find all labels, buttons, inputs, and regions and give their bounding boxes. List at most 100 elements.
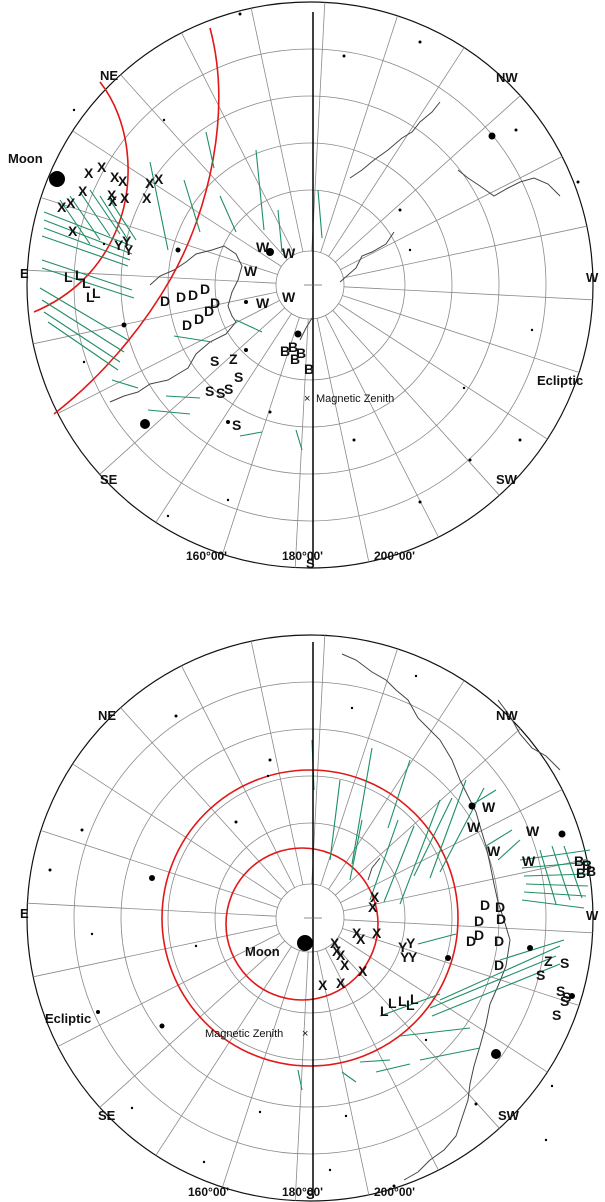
meteor-code-label: X bbox=[120, 190, 130, 206]
meteor-code-label: S bbox=[562, 989, 571, 1005]
direction-w-label: W bbox=[586, 908, 599, 923]
direction-s-label: S bbox=[306, 1187, 315, 1202]
meteor-code-label: X bbox=[145, 175, 155, 191]
azimuth-line bbox=[57, 300, 280, 414]
meteor-code-label: X bbox=[57, 199, 67, 215]
meteor-code-label: D bbox=[474, 927, 484, 943]
meteor-code-label: X bbox=[154, 171, 164, 187]
meteor-code-label: X bbox=[84, 165, 94, 181]
azimuth-line bbox=[294, 951, 309, 1201]
coastline-bottom bbox=[341, 653, 561, 1181]
meteor-code-label: B bbox=[582, 857, 592, 873]
azimuth-line bbox=[343, 919, 593, 934]
meteor-code-label: D bbox=[496, 911, 506, 927]
meteor-code-label: X bbox=[340, 957, 350, 973]
meteor-code-label: S bbox=[552, 1007, 561, 1023]
altitude-grid-bottom bbox=[26, 634, 594, 1202]
meteor-code-label: X bbox=[370, 889, 380, 905]
azimuth-line bbox=[120, 707, 288, 893]
meteor-code-label: X bbox=[368, 899, 378, 915]
meteor-code-label: D bbox=[466, 933, 476, 949]
meteor-code-label: X bbox=[107, 187, 117, 203]
meteor-code-label: D bbox=[194, 311, 204, 327]
meteor-code-label: B bbox=[296, 345, 306, 361]
meteor-code-label: W bbox=[244, 263, 258, 279]
azimuth-line bbox=[27, 269, 277, 284]
meteor-code-label: X bbox=[336, 975, 346, 991]
azimuth-line bbox=[27, 902, 277, 917]
meteor-code-label: S bbox=[216, 385, 225, 401]
meteor-code-label: S bbox=[560, 955, 569, 971]
meteor-code-label: X bbox=[332, 943, 342, 959]
longitude-tick-160: 160°00' bbox=[188, 1185, 229, 1199]
meteor-code-label: Z bbox=[544, 953, 553, 969]
direction-w-label: W bbox=[586, 270, 599, 285]
direction-sw-label: SW bbox=[498, 1108, 520, 1123]
azimuth-line bbox=[33, 291, 277, 345]
meteor-code-label: B bbox=[304, 361, 314, 377]
ecliptic-label: Ecliptic bbox=[537, 373, 583, 388]
direction-se-label: SE bbox=[100, 472, 118, 487]
direction-ne-label: NE bbox=[100, 68, 118, 83]
magnetic-zenith-marker: × bbox=[302, 1028, 308, 1040]
azimuth-line bbox=[340, 789, 563, 903]
azimuth-line bbox=[338, 936, 548, 1073]
meteor-code-label: B bbox=[586, 863, 596, 879]
ecliptic-arc-inner-top bbox=[33, 81, 129, 313]
azimuth-line bbox=[311, 635, 326, 885]
meteor-code-label: D bbox=[494, 933, 504, 949]
meteor-code-label: L bbox=[64, 269, 73, 285]
meteor-code-label: X bbox=[336, 947, 346, 963]
meteor-code-label: L bbox=[75, 267, 84, 283]
meteor-code-label: X bbox=[330, 935, 340, 951]
azimuth-line bbox=[99, 940, 285, 1108]
longitude-tick-180: 180°00' bbox=[282, 549, 323, 563]
azimuth-line bbox=[33, 924, 277, 978]
meteor-code-label: Z bbox=[229, 351, 238, 367]
azimuth-line bbox=[294, 318, 309, 568]
meteor-code-label: D bbox=[188, 287, 198, 303]
meteor-code-label: W bbox=[282, 245, 296, 261]
azimuth-line bbox=[40, 830, 278, 908]
meteor-code-label: X bbox=[356, 931, 366, 947]
meteor-code-label: S bbox=[536, 967, 545, 983]
azimuth-line bbox=[316, 318, 370, 562]
azimuth-line bbox=[311, 2, 326, 252]
direction-e-label: E bbox=[20, 266, 29, 281]
azimuth-line bbox=[320, 648, 398, 886]
magnetic-zenith-marker: × bbox=[304, 393, 310, 405]
meteor-code-label: D bbox=[210, 295, 220, 311]
meteor-code-label: L bbox=[86, 289, 95, 305]
meteor-code-label: X bbox=[318, 977, 328, 993]
direction-s-label: S bbox=[306, 556, 315, 571]
ecliptic-circle-outer-bottom bbox=[161, 769, 459, 1067]
meteor-code-label: X bbox=[352, 925, 362, 941]
altitude-grid-top bbox=[26, 1, 594, 569]
ecliptic-arc-outer-top bbox=[53, 27, 220, 415]
meteor-code-label: D bbox=[495, 899, 505, 915]
meteor-code-label: X bbox=[78, 183, 88, 199]
azimuth-line bbox=[120, 74, 288, 260]
meteor-code-label: D bbox=[160, 293, 170, 309]
azimuth-line bbox=[332, 943, 500, 1129]
meteor-code-label: Y bbox=[400, 949, 410, 965]
meteor-code-label: X bbox=[372, 925, 382, 941]
azimuth-line bbox=[340, 156, 563, 270]
meteor-code-label: Y bbox=[124, 242, 134, 258]
meteor-code-label: W bbox=[522, 853, 536, 869]
meteor-code-label: W bbox=[256, 295, 270, 311]
meteor-code-label: S bbox=[232, 417, 241, 433]
meteor-code-label: B bbox=[574, 853, 584, 869]
direction-ne-label: NE bbox=[98, 708, 116, 723]
stars-bottom bbox=[48, 674, 575, 1188]
meteor-code-label: W bbox=[487, 843, 501, 859]
meteor-code-label: B bbox=[288, 339, 298, 355]
azimuth-line bbox=[325, 315, 439, 538]
meteor-code-label: L bbox=[398, 993, 407, 1009]
magnetic-zenith-label: Magnetic Zenith bbox=[205, 1028, 283, 1040]
azimuth-line bbox=[320, 15, 398, 253]
meteor-code-label: Y bbox=[398, 939, 408, 955]
meteor-code-label: X bbox=[110, 169, 120, 185]
meteor-code-label: D bbox=[474, 913, 484, 929]
